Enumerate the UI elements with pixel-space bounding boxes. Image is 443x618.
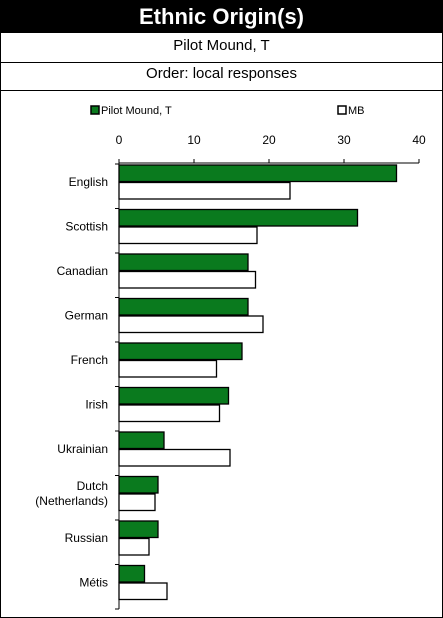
bar (118, 315, 264, 334)
legend-swatch (337, 105, 347, 115)
legend-swatch (90, 105, 100, 115)
category-label: Russian (65, 531, 108, 545)
bar (118, 297, 249, 316)
bar (118, 582, 168, 601)
x-tick-label: 20 (262, 133, 276, 147)
category-label: Ukrainian (57, 442, 108, 456)
bar (118, 359, 218, 378)
category-label: Scottish (65, 220, 108, 234)
bar (118, 520, 159, 539)
divider (1, 62, 442, 63)
category-label: Dutch (Netherlands) (35, 479, 108, 508)
chart-order-label: Order: local responses (146, 65, 297, 82)
chart-title: Ethnic Origin(s) (1, 1, 442, 33)
category-label: French (71, 353, 108, 367)
x-tick-label: 10 (187, 133, 201, 147)
bar (118, 386, 230, 405)
category-label: Métis (79, 576, 108, 590)
legend-label: Pilot Mound, T (101, 105, 172, 117)
legend-label: MB (348, 105, 365, 117)
bar (118, 226, 258, 245)
bar (118, 564, 146, 583)
category-label: German (65, 309, 108, 323)
bar (118, 181, 291, 200)
category-label: Canadian (57, 264, 108, 278)
bar (118, 270, 257, 289)
bar (118, 475, 159, 494)
bar (118, 431, 165, 450)
bar (118, 208, 359, 227)
x-tick-label: 30 (337, 133, 351, 147)
bar (118, 537, 150, 556)
x-tick-label: 0 (116, 133, 123, 147)
bar (118, 404, 221, 423)
bar (118, 448, 231, 467)
category-label: English (69, 175, 108, 189)
x-tick-label: 40 (412, 133, 426, 147)
bar (118, 493, 156, 512)
category-label: Irish (85, 398, 108, 412)
bar (118, 342, 243, 361)
divider (1, 90, 442, 91)
bar (118, 253, 249, 272)
chart-subtitle: Pilot Mound, T (173, 37, 270, 54)
bar (118, 164, 398, 183)
